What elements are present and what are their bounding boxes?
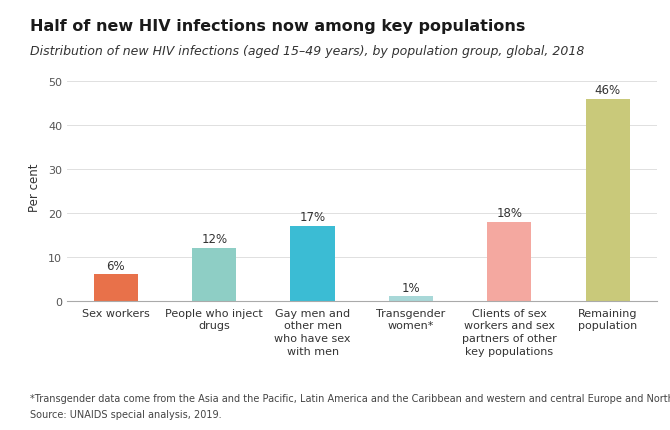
Bar [586, 99, 630, 301]
Text: 17%: 17% [299, 211, 326, 224]
Text: 12%: 12% [201, 233, 227, 246]
Y-axis label: Per cent: Per cent [28, 163, 41, 211]
Text: 1%: 1% [401, 281, 420, 294]
Text: 6%: 6% [107, 259, 125, 272]
Text: Distribution of new HIV infections (aged 15–49 years), by population group, glob: Distribution of new HIV infections (aged… [30, 45, 584, 58]
Text: *Transgender data come from the Asia and the Pacific, Latin America and the Cari: *Transgender data come from the Asia and… [30, 393, 670, 403]
Text: 18%: 18% [496, 206, 523, 219]
Bar [389, 297, 433, 301]
Text: Half of new HIV infections now among key populations: Half of new HIV infections now among key… [30, 19, 525, 34]
Bar [291, 227, 335, 301]
Bar [94, 275, 138, 301]
Text: Source: UNAIDS special analysis, 2019.: Source: UNAIDS special analysis, 2019. [30, 409, 222, 419]
Bar [192, 249, 237, 301]
Bar [487, 222, 531, 301]
Text: 46%: 46% [594, 84, 620, 97]
